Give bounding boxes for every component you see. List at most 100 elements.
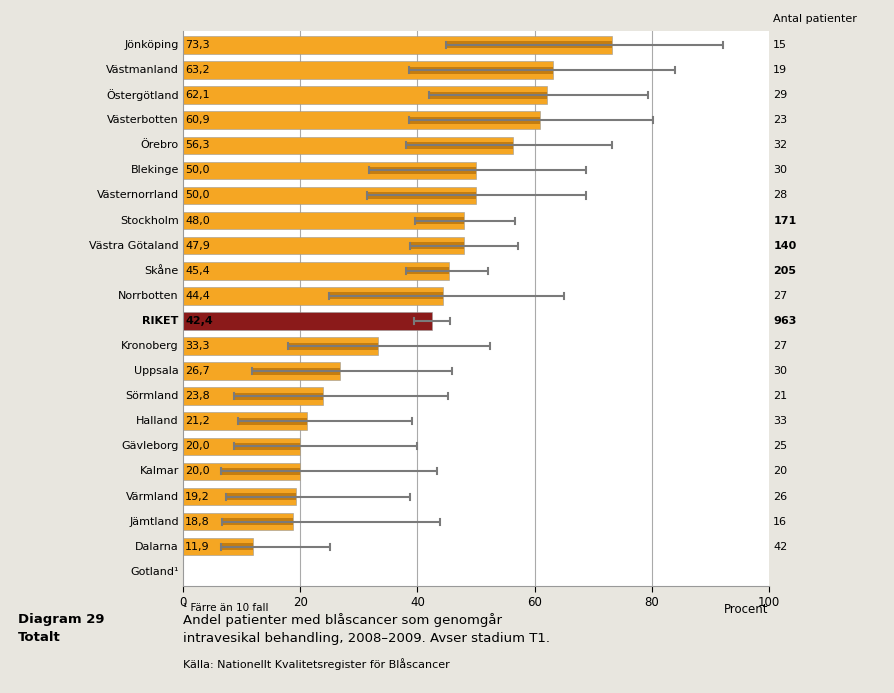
Text: Procent: Procent xyxy=(724,603,769,616)
Text: 20,0: 20,0 xyxy=(185,466,210,477)
Text: Källa: Nationellt Kvalitetsregister för Blåscancer: Källa: Nationellt Kvalitetsregister för … xyxy=(183,658,450,670)
Bar xyxy=(239,418,308,425)
Bar xyxy=(233,393,323,400)
Bar xyxy=(183,412,308,430)
Bar xyxy=(429,91,547,98)
Bar xyxy=(183,262,449,279)
Text: 44,4: 44,4 xyxy=(185,291,210,301)
Text: 42: 42 xyxy=(773,542,788,552)
Text: 29: 29 xyxy=(773,90,788,100)
Text: Antal patienter: Antal patienter xyxy=(773,15,857,24)
Bar xyxy=(183,287,443,305)
Bar xyxy=(369,167,476,174)
Bar xyxy=(183,362,340,380)
Text: 23,8: 23,8 xyxy=(185,391,210,401)
Bar xyxy=(446,42,612,49)
Text: 140: 140 xyxy=(773,240,797,251)
Text: 62,1: 62,1 xyxy=(185,90,210,100)
Text: Kalmar: Kalmar xyxy=(139,466,179,477)
Bar xyxy=(409,116,540,124)
Bar xyxy=(409,242,464,249)
Bar xyxy=(183,463,300,480)
Text: Norrbotten: Norrbotten xyxy=(118,291,179,301)
Bar xyxy=(367,192,476,199)
Bar xyxy=(226,493,296,500)
Bar xyxy=(183,161,476,179)
Bar xyxy=(183,237,464,254)
Bar xyxy=(183,61,553,79)
Text: 18,8: 18,8 xyxy=(185,516,210,527)
Text: Sörmland: Sörmland xyxy=(125,391,179,401)
Text: 15: 15 xyxy=(773,40,788,50)
Text: 11,9: 11,9 xyxy=(185,542,210,552)
Bar xyxy=(409,67,553,73)
Text: Gotland¹: Gotland¹ xyxy=(131,567,179,577)
Bar xyxy=(183,137,513,154)
Text: 28: 28 xyxy=(773,191,788,200)
Bar xyxy=(183,36,612,54)
Text: Blekinge: Blekinge xyxy=(131,166,179,175)
Text: 26: 26 xyxy=(773,491,788,502)
Bar xyxy=(183,437,300,455)
Text: 32: 32 xyxy=(773,140,788,150)
Text: Skåne: Skåne xyxy=(145,265,179,276)
Text: 21: 21 xyxy=(773,391,788,401)
Text: RIKET: RIKET xyxy=(142,316,179,326)
Bar xyxy=(183,513,293,530)
Text: 63,2: 63,2 xyxy=(185,65,210,75)
Text: 73,3: 73,3 xyxy=(185,40,210,50)
Text: 26,7: 26,7 xyxy=(185,366,210,376)
Text: Västernorrland: Västernorrland xyxy=(97,191,179,200)
Text: 171: 171 xyxy=(773,216,797,226)
Text: 21,2: 21,2 xyxy=(185,416,210,426)
Text: Västmanland: Västmanland xyxy=(105,65,179,75)
Text: 47,9: 47,9 xyxy=(185,240,210,251)
Text: 205: 205 xyxy=(773,265,797,276)
Text: 963: 963 xyxy=(773,316,797,326)
Text: 30: 30 xyxy=(773,166,788,175)
Text: 23: 23 xyxy=(773,115,788,125)
Text: Västra Götaland: Västra Götaland xyxy=(89,240,179,251)
Text: Halland: Halland xyxy=(136,416,179,426)
Text: 27: 27 xyxy=(773,291,788,301)
Text: 33: 33 xyxy=(773,416,788,426)
Text: 30: 30 xyxy=(773,366,788,376)
Text: 27: 27 xyxy=(773,341,788,351)
Text: Uppsala: Uppsala xyxy=(134,366,179,376)
Text: 60,9: 60,9 xyxy=(185,115,210,125)
Bar xyxy=(183,186,476,204)
Text: Örebro: Örebro xyxy=(140,140,179,150)
Bar xyxy=(233,443,300,450)
Bar xyxy=(415,217,464,224)
Text: 20,0: 20,0 xyxy=(185,441,210,451)
Bar xyxy=(183,337,378,355)
Text: Östergötland: Östergötland xyxy=(106,89,179,101)
Bar xyxy=(406,267,449,274)
Bar xyxy=(183,112,540,129)
Text: Andel patienter med blåscancer som genomgår
intravesikal behandling, 2008–2009. : Andel patienter med blåscancer som genom… xyxy=(183,613,551,645)
Bar xyxy=(221,468,300,475)
Text: Gävleborg: Gävleborg xyxy=(122,441,179,451)
Text: 19: 19 xyxy=(773,65,788,75)
Bar xyxy=(288,342,378,349)
Text: 19,2: 19,2 xyxy=(185,491,210,502)
Text: 16: 16 xyxy=(773,516,788,527)
Bar xyxy=(183,387,323,405)
Text: 56,3: 56,3 xyxy=(185,140,209,150)
Text: Dalarna: Dalarna xyxy=(135,542,179,552)
Bar xyxy=(252,367,340,375)
Text: 25: 25 xyxy=(773,441,788,451)
Text: Stockholm: Stockholm xyxy=(120,216,179,226)
Bar xyxy=(183,212,464,229)
Text: 33,3: 33,3 xyxy=(185,341,209,351)
Bar xyxy=(183,87,547,104)
Text: 45,4: 45,4 xyxy=(185,265,210,276)
Text: 48,0: 48,0 xyxy=(185,216,210,226)
Bar xyxy=(183,312,432,330)
Bar xyxy=(183,538,253,556)
Text: Jönköping: Jönköping xyxy=(124,40,179,50)
Bar xyxy=(329,292,443,299)
Bar xyxy=(183,488,296,505)
Bar xyxy=(222,518,293,525)
Text: 20: 20 xyxy=(773,466,788,477)
